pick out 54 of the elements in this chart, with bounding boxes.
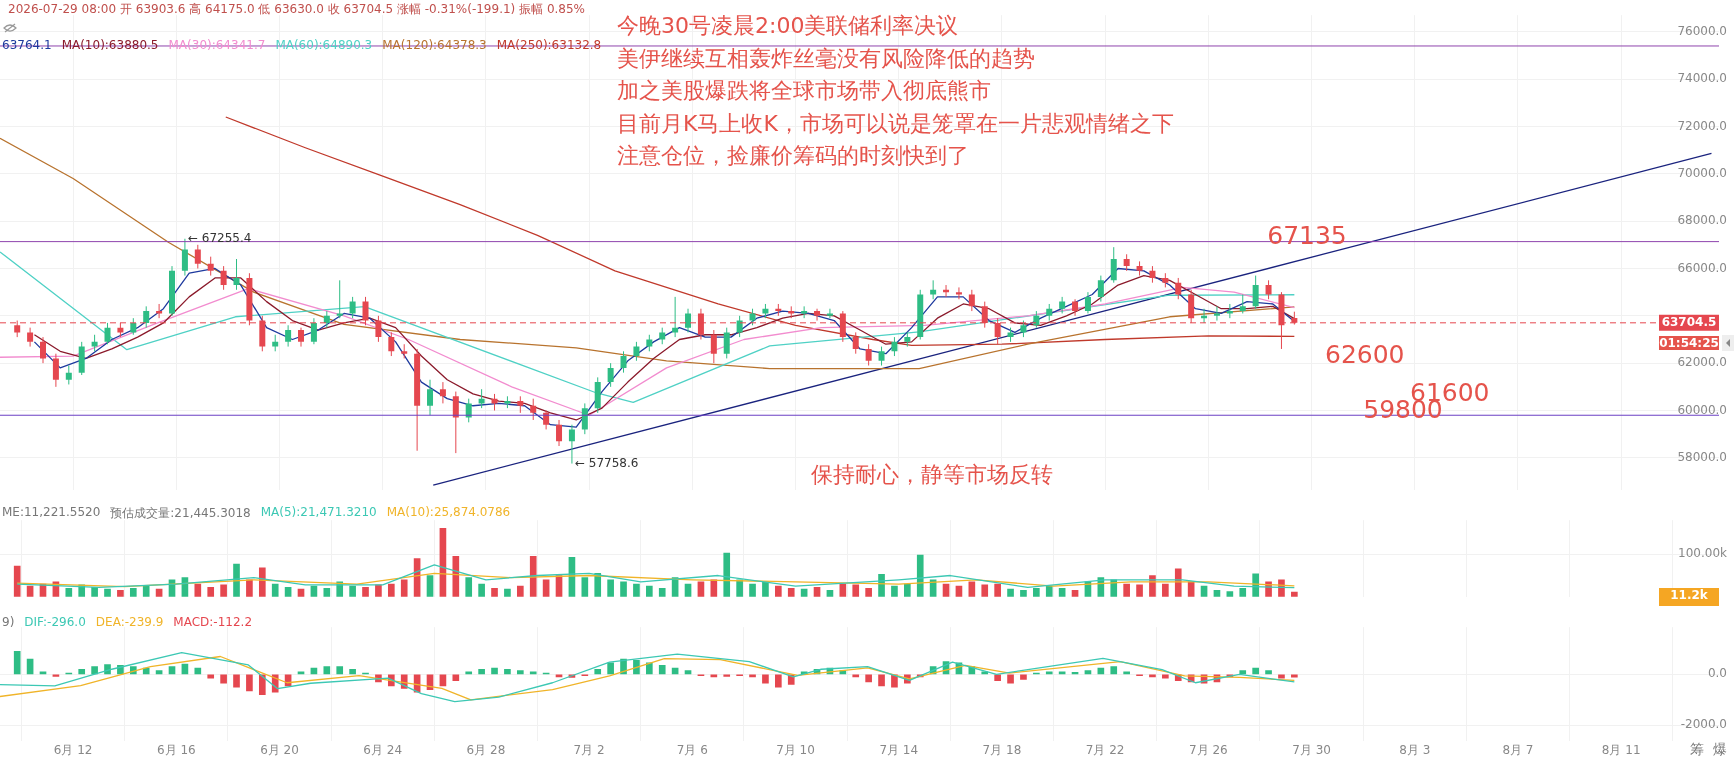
y-tick-label: 76000.0 [1677, 23, 1727, 38]
text: MA(10):25,874.0786 [386, 505, 511, 521]
x-tick-label: 7月 22 [1085, 742, 1125, 757]
x-tick-label: 7月 14 [879, 742, 919, 757]
annotation: 注意仓位，捡廉价筹码的时刻快到了 [617, 142, 969, 170]
y-tick-label: 68000.0 [1677, 213, 1727, 228]
text: 筹 爆 [1690, 741, 1727, 759]
annotation: 今晚30号凌晨2:00美联储利率决议 [617, 12, 959, 40]
text: 63764.1 [2, 38, 52, 52]
chart-title: 2026-07-29 08:00 开 63903.6 高 64175.0 低 63630.0 收 63704.5 涨幅 -0.31%(-199.1) 振幅 0.85% [8, 1, 586, 18]
y-tick-label: 60000.0 [1677, 402, 1727, 417]
y-tick-label: 58000.0 [1677, 449, 1727, 464]
x-tick-label: 7月 26 [1188, 742, 1228, 757]
text: DIF:-296.0 [24, 615, 86, 629]
x-tick-label: 7月 30 [1292, 742, 1331, 757]
annotation: ← 57758.6 [574, 455, 639, 470]
annotation: 加之美股爆跌将全球市场带入彻底熊市 [617, 77, 991, 105]
x-tick-label: 8月 3 [1399, 742, 1431, 757]
text: MA(10):63880.5 [61, 38, 159, 52]
x-tick-label: 7月 2 [573, 742, 605, 757]
annotation: ME:11,221.5520 [2, 505, 101, 521]
text: DEA:-239.9 [95, 615, 164, 629]
x-tick-label: 8月 11 [1601, 742, 1641, 757]
y-tick-label: 72000.0 [1677, 118, 1727, 133]
y-tick-label: 100.00k [1678, 546, 1728, 561]
y-tick-label: 70000.0 [1677, 165, 1727, 180]
y-tick-label: 62000.0 [1677, 355, 1727, 370]
y-tick-label: 66000.0 [1677, 260, 1727, 275]
annotation: 9) [2, 615, 15, 629]
annotation: 目前月K马上收K，市场可以说是笼罩在一片悲观情绪之下 [617, 109, 1174, 138]
annotation: 01:54:25 [1659, 336, 1719, 350]
y-tick-label: -2000.0 [1680, 717, 1727, 732]
x-tick-label: 7月 18 [982, 742, 1022, 757]
annotation: 11.2k [1659, 588, 1719, 606]
x-tick-label: 6月 16 [156, 742, 196, 757]
text: MA(5):21,471.3210 [260, 505, 377, 521]
annotation: 预估成交量:21,445.3018 [110, 505, 251, 522]
x-tick-label: 6月 24 [363, 742, 403, 757]
x-tick-label: 7月 10 [776, 742, 815, 757]
annotation: 62600 [1325, 340, 1405, 370]
y-tick-label: 0.0 [1707, 666, 1727, 681]
y-tick-label: 74000.0 [1677, 71, 1727, 86]
text: MA(250):63132.8 [496, 38, 602, 52]
text: MA(120):64378.3 [382, 38, 487, 52]
x-tick-label: 7月 6 [676, 742, 708, 757]
annotation: 保持耐心，静等市场反转 [811, 461, 1053, 489]
annotation: 美伊继续互相轰炸丝毫没有风险降低的趋势 [617, 44, 1035, 73]
x-tick-label: 8月 7 [1502, 742, 1534, 757]
text: MACD:-112.2 [173, 615, 253, 629]
x-tick-label: 6月 12 [53, 742, 93, 757]
text: MA(60):64890.3 [275, 38, 373, 52]
x-tick-label: 6月 20 [260, 742, 299, 757]
ref-line-label: 63704.5 [1661, 314, 1717, 329]
x-tick-label: 6月 28 [466, 742, 506, 757]
